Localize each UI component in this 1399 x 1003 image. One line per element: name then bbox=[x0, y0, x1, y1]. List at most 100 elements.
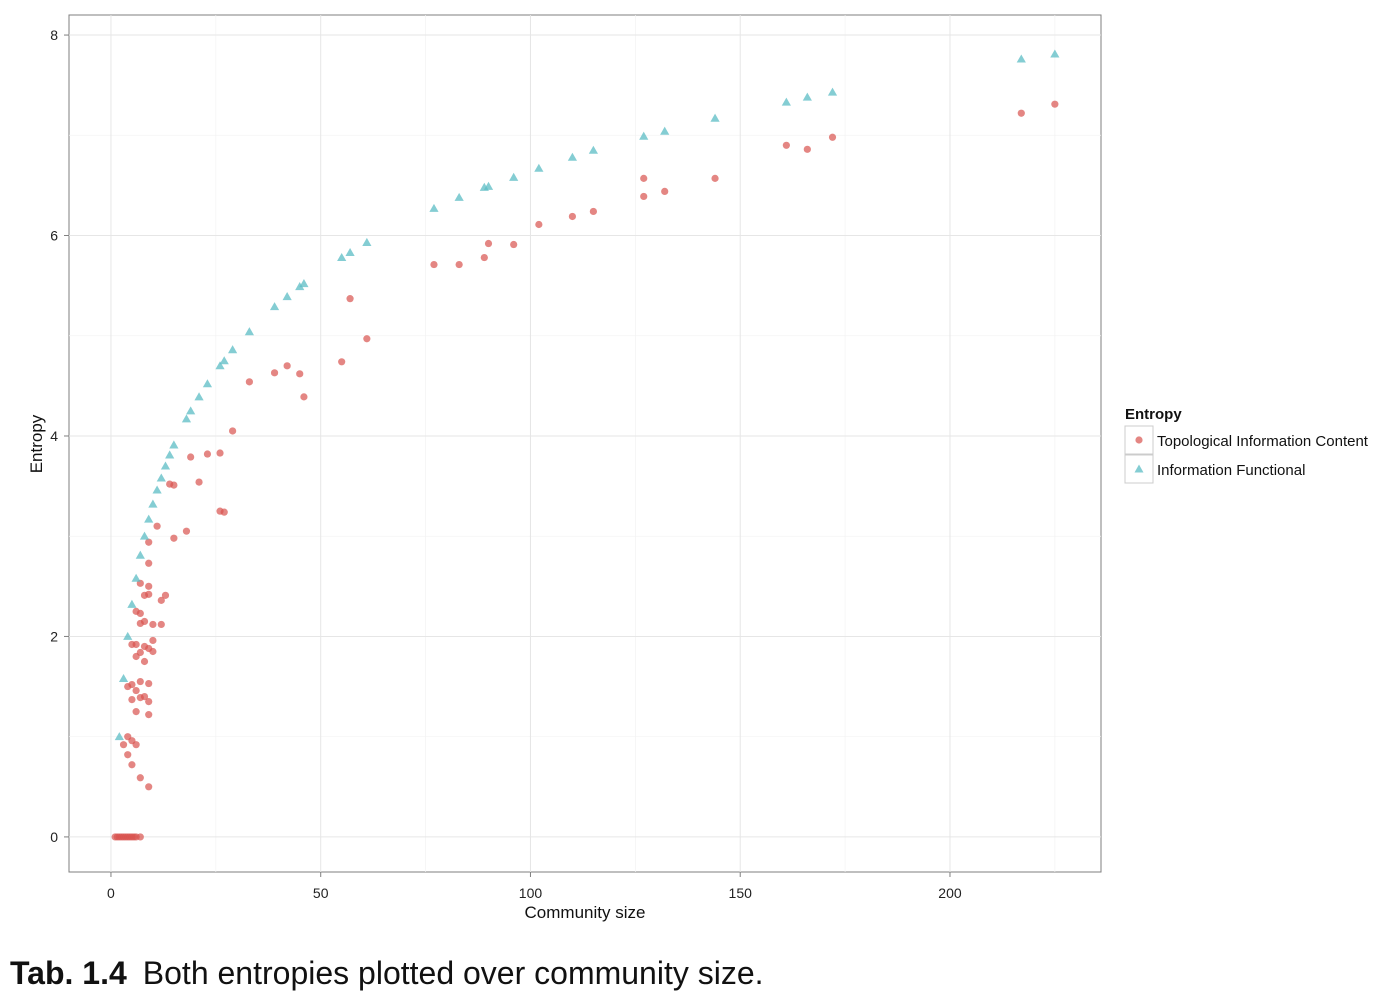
data-points bbox=[111, 49, 1060, 841]
tic-point bbox=[1017, 109, 1025, 117]
legend-key-triangle-icon bbox=[1134, 464, 1144, 473]
tic-point bbox=[283, 362, 291, 370]
tic-point bbox=[136, 648, 144, 657]
legend: Entropy Topological Information Content … bbox=[1124, 406, 1369, 484]
if-point bbox=[194, 392, 204, 401]
tic-point bbox=[157, 620, 165, 629]
if-point bbox=[1050, 49, 1060, 58]
tic-point bbox=[661, 187, 669, 196]
if-point bbox=[295, 282, 305, 291]
if-point bbox=[131, 573, 141, 582]
if-point bbox=[186, 406, 196, 415]
y-tick-label: 0 bbox=[50, 829, 58, 845]
if-point bbox=[228, 345, 238, 354]
if-point bbox=[802, 92, 812, 101]
if-point bbox=[215, 361, 225, 370]
if-point bbox=[429, 203, 439, 212]
tic-point bbox=[140, 692, 149, 701]
tic-point bbox=[568, 212, 577, 221]
if-point bbox=[118, 673, 129, 682]
x-tick-label: 100 bbox=[519, 885, 543, 901]
if-point bbox=[454, 192, 464, 201]
tic-point bbox=[455, 260, 463, 269]
x-tick-label: 150 bbox=[729, 885, 753, 901]
tic-point bbox=[535, 220, 543, 229]
tic-point bbox=[157, 596, 165, 604]
tic-point bbox=[119, 741, 128, 749]
if-point bbox=[219, 356, 229, 365]
tic-point bbox=[338, 358, 346, 366]
x-axis-title: Community size bbox=[525, 903, 646, 922]
tic-point bbox=[128, 680, 136, 689]
y-tick-label: 2 bbox=[50, 628, 58, 644]
y-tick-label: 6 bbox=[50, 228, 58, 244]
if-point bbox=[165, 450, 175, 459]
tic-point bbox=[828, 133, 837, 141]
if-point bbox=[156, 473, 166, 482]
tic-point bbox=[128, 695, 136, 704]
if-point bbox=[244, 327, 254, 336]
tic-point bbox=[182, 527, 191, 535]
if-point bbox=[160, 461, 171, 470]
legend-label-if: Information Functional bbox=[1157, 462, 1305, 479]
tic-point bbox=[161, 591, 170, 599]
tic-point bbox=[346, 295, 354, 303]
if-point bbox=[337, 252, 347, 262]
tic-point bbox=[132, 708, 140, 716]
tic-point bbox=[640, 192, 648, 201]
tic-point bbox=[145, 698, 153, 706]
tic-point bbox=[145, 679, 153, 688]
y-tick-label: 8 bbox=[50, 27, 58, 43]
figure-caption: Tab. 1.4 Both entropies plotted over comm… bbox=[10, 955, 764, 992]
tic-point bbox=[132, 686, 140, 695]
tic-point bbox=[136, 774, 144, 782]
legend-label-tic: Topological Information Content bbox=[1157, 433, 1369, 450]
tic-point bbox=[128, 761, 136, 769]
if-point bbox=[1016, 54, 1026, 63]
tic-point bbox=[136, 609, 144, 617]
tic-point bbox=[132, 741, 140, 749]
if-point bbox=[135, 550, 145, 559]
legend-key-circle-icon bbox=[1135, 436, 1143, 444]
if-point bbox=[269, 302, 280, 311]
tic-point bbox=[145, 582, 153, 590]
tic-point bbox=[170, 534, 178, 542]
if-point bbox=[282, 292, 292, 301]
tic-point bbox=[300, 393, 308, 401]
tic-point bbox=[510, 240, 518, 249]
legend-title: Entropy bbox=[1125, 406, 1182, 423]
tic-point bbox=[170, 481, 178, 489]
tic-point bbox=[136, 833, 144, 841]
if-point bbox=[139, 531, 150, 540]
if-point bbox=[181, 414, 192, 423]
if-point bbox=[169, 440, 179, 449]
if-point bbox=[114, 732, 124, 741]
tic-point bbox=[480, 253, 488, 262]
plot-panel bbox=[68, 14, 1102, 873]
if-point bbox=[123, 631, 133, 640]
if-point bbox=[483, 181, 494, 190]
if-point bbox=[827, 87, 838, 96]
caption-label: Tab. 1.4 bbox=[10, 955, 127, 991]
tic-point bbox=[145, 590, 153, 598]
x-tick-label: 50 bbox=[313, 885, 329, 901]
tic-point bbox=[640, 174, 648, 182]
tic-point bbox=[145, 783, 153, 791]
if-point bbox=[567, 152, 578, 161]
tic-point bbox=[1051, 100, 1059, 108]
if-point bbox=[588, 145, 598, 154]
if-point bbox=[152, 485, 162, 494]
y-axis-title: Entropy bbox=[27, 414, 46, 473]
if-point bbox=[710, 113, 720, 122]
y-tick-label: 4 bbox=[50, 428, 58, 444]
if-point bbox=[781, 97, 791, 106]
if-point bbox=[144, 514, 154, 523]
tic-point bbox=[220, 508, 228, 516]
tic-point bbox=[229, 427, 237, 435]
if-point bbox=[299, 279, 309, 288]
if-point bbox=[202, 379, 213, 388]
if-point bbox=[127, 599, 137, 608]
x-tick-label: 200 bbox=[938, 885, 962, 901]
tic-point bbox=[136, 677, 144, 686]
tic-point bbox=[711, 174, 719, 182]
